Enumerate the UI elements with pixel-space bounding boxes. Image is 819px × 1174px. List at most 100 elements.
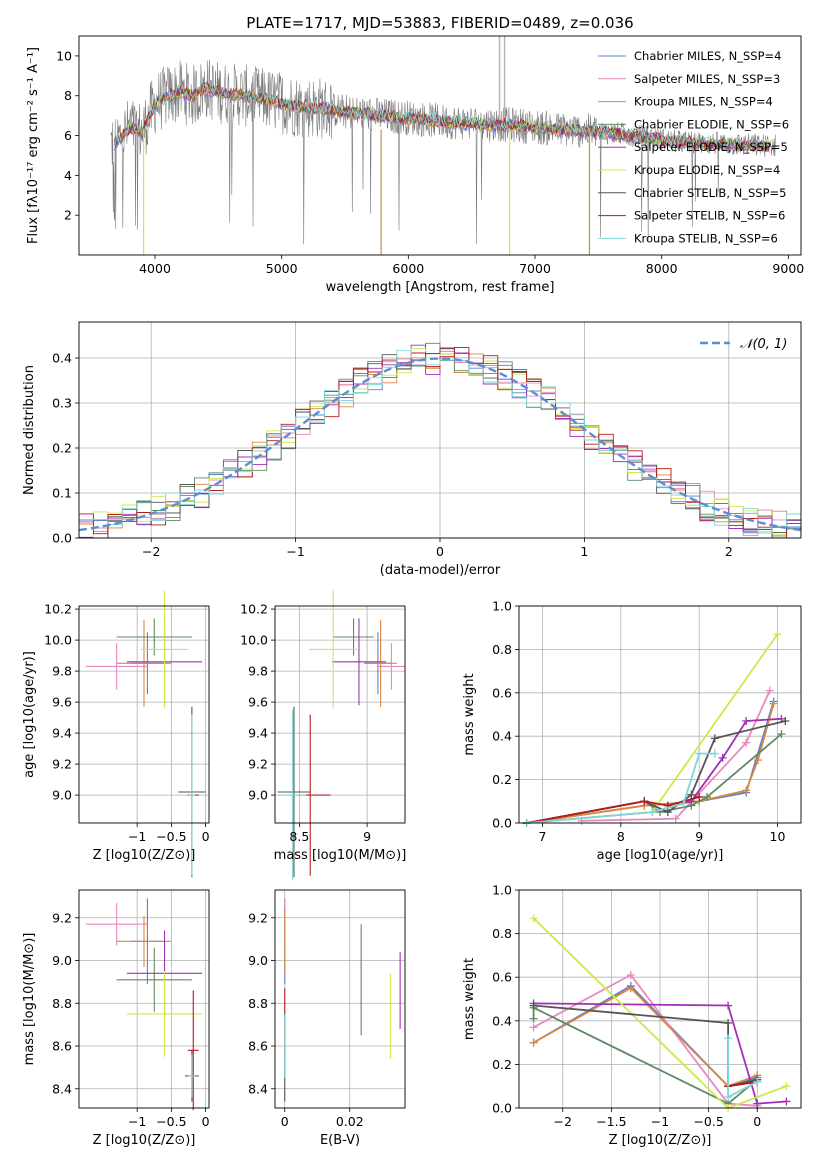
mass-weight-marker — [626, 984, 635, 993]
legend-label: Kroupa ELODIE, N_SSP=4 — [634, 163, 780, 177]
mass-weight-marker — [724, 1034, 733, 1043]
mass-weight-marker — [753, 756, 762, 765]
mass-weight-marker — [671, 814, 680, 823]
mass-weight-marker — [710, 734, 719, 743]
x-tick-label: −1 — [651, 1114, 669, 1129]
y-tick-label: 10.2 — [44, 602, 72, 617]
y-tick-label: 9.2 — [52, 757, 72, 772]
y-tick-label: 9.0 — [52, 953, 72, 968]
y-tick-label: 0.4 — [52, 351, 72, 366]
mass-weight-marker — [529, 1014, 538, 1023]
mass-weight-marker — [640, 797, 649, 806]
y-tick-label: 0.2 — [492, 772, 512, 787]
mass-weight-marker — [742, 786, 751, 795]
legend-label: Chabrier MILES, N_SSP=4 — [634, 49, 781, 63]
mass-weight-line — [727, 1080, 758, 1088]
mass-weight-marker — [724, 1093, 733, 1102]
gaussian-curve — [79, 357, 801, 532]
mass-weight-marker — [695, 749, 704, 758]
y-tick-label: 8.6 — [52, 1039, 72, 1054]
y-tick-label: 9.2 — [248, 757, 268, 772]
x-tick-label: −2 — [142, 544, 160, 559]
x-tick-label: 7000 — [519, 261, 551, 276]
legend-label: Salpeter MILES, N_SSP=3 — [634, 72, 780, 86]
x-tick-label: 0.02 — [336, 1114, 364, 1129]
mass-weight-marker — [753, 1077, 762, 1086]
legend-label: Kroupa STELIB, N_SSP=6 — [634, 231, 778, 245]
mass-weight-marker — [782, 1097, 791, 1106]
observed-spectrum — [110, 59, 776, 245]
y-axis-label: mass weight — [462, 958, 477, 1040]
y-tick-label: 9.6 — [52, 695, 72, 710]
y-tick-label: 0.4 — [492, 729, 512, 744]
x-tick-label: −1.5 — [596, 1114, 626, 1129]
y-tick-label: 9.6 — [248, 695, 268, 710]
y-tick-label: 0.1 — [52, 486, 72, 501]
y-axis-label: Normed distribution — [22, 365, 37, 495]
y-tick-label: 0.6 — [492, 685, 512, 700]
axes-frame — [274, 889, 406, 1109]
x-tick-label: 5000 — [266, 261, 298, 276]
mass-weight-marker — [626, 971, 635, 980]
mass-weight-line — [533, 973, 758, 1107]
x-tick-label: −0.5 — [156, 1114, 186, 1129]
y-tick-label: 9.2 — [248, 910, 268, 925]
x-tick-label: 8 — [617, 829, 625, 844]
y-tick-label: 1.0 — [492, 599, 512, 614]
axes-frame — [274, 605, 406, 824]
y-tick-label: 0.0 — [492, 816, 512, 831]
x-tick-label: 4000 — [139, 261, 171, 276]
x-tick-label: −0.5 — [693, 1114, 723, 1129]
mass-weight-marker — [773, 630, 782, 639]
x-tick-label: 6000 — [392, 261, 424, 276]
legend-label: Kroupa MILES, N_SSP=4 — [634, 95, 773, 109]
y-tick-label: 8.8 — [52, 996, 72, 1011]
mass-weight-marker — [765, 686, 774, 695]
y-tick-label: 4 — [64, 168, 72, 183]
mass-weight-line — [533, 1002, 787, 1105]
x-tick-label: 0 — [281, 1114, 289, 1129]
y-tick-label: 8.8 — [248, 996, 268, 1011]
x-tick-label: 9 — [363, 829, 371, 844]
mass-weight-line — [533, 1004, 758, 1088]
y-tick-label: 9.0 — [52, 788, 72, 803]
legend-label: Chabrier ELODIE, N_SSP=6 — [634, 117, 789, 131]
y-tick-label: 0.3 — [52, 396, 72, 411]
y-tick-label: 9.8 — [248, 664, 268, 679]
residual-histogram — [79, 350, 801, 534]
x-tick-label: 2 — [725, 544, 733, 559]
legend-label: 𝒩(0, 1) — [740, 337, 787, 352]
y-axis-label: mass weight — [462, 673, 477, 755]
y-tick-label: 9.8 — [52, 664, 72, 679]
mass-weight-marker — [703, 792, 711, 801]
mass-weight-marker — [687, 790, 696, 799]
y-tick-label: 9.2 — [52, 910, 72, 925]
x-tick-label: 1 — [580, 544, 588, 559]
spectrum-plot-area — [110, 36, 776, 255]
x-tick-label: −2 — [554, 1114, 572, 1129]
x-tick-label: 8000 — [646, 261, 678, 276]
y-tick-label: 0.2 — [492, 1057, 512, 1072]
axes-frame — [78, 889, 210, 1109]
y-tick-label: 8.4 — [248, 1081, 268, 1096]
mass-weight-line — [533, 984, 758, 1088]
mass-weight-marker — [529, 1038, 538, 1047]
x-tick-label: 8.5 — [289, 829, 309, 844]
x-tick-label: 7 — [539, 829, 547, 844]
y-tick-label: 10.0 — [44, 633, 72, 648]
mass-weight-marker — [679, 799, 688, 808]
mass-weight-marker — [529, 1023, 538, 1032]
mass-weight-marker — [742, 717, 751, 726]
mass-weight-marker — [718, 753, 727, 762]
x-tick-label: 0 — [202, 829, 210, 844]
axes-frame — [78, 605, 210, 824]
y-axis-label: Flux [fλ10⁻¹⁷ erg cm⁻² s⁻¹ A⁻¹] — [26, 47, 41, 244]
x-axis-label: Z [log10(Z/Z⊙)] — [93, 1133, 196, 1148]
axes-frame — [518, 605, 802, 824]
mass-weight-marker — [724, 1018, 733, 1027]
mass-weight-marker — [648, 808, 657, 817]
mass-weight-marker — [710, 749, 719, 758]
mass-weight-line — [533, 986, 758, 1088]
mass-weight-marker — [777, 730, 786, 739]
